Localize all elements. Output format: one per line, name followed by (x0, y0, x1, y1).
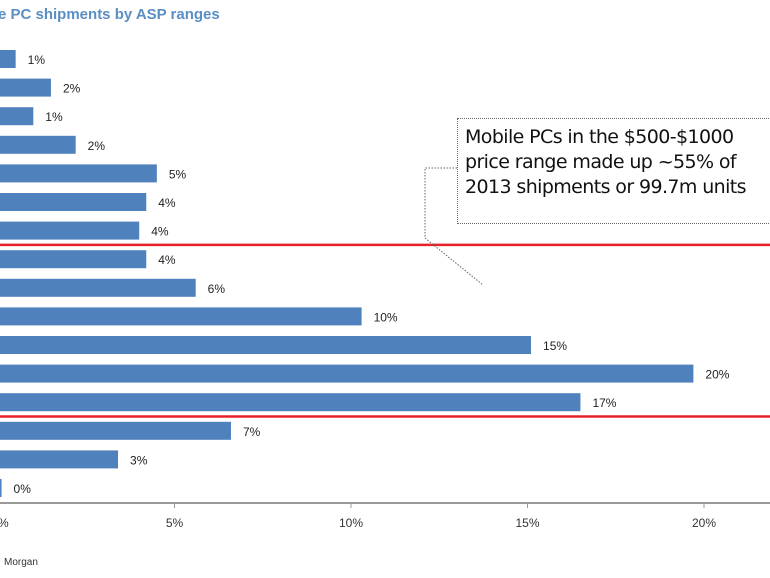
value-label: 17% (592, 396, 616, 410)
x-tick-label: 5% (166, 516, 184, 530)
annotation-line: Mobile PCs in the $500-$1000 (465, 126, 734, 148)
x-tick-label: 15% (515, 516, 539, 530)
bar (0, 193, 147, 211)
value-label: 4% (158, 253, 176, 267)
bar (0, 78, 51, 97)
bar (0, 421, 231, 440)
x-tick-label: 20% (692, 516, 716, 530)
value-label: 3% (130, 453, 148, 467)
chart-title: e PC shipments by ASP ranges (0, 6, 220, 23)
value-label: 20% (705, 368, 729, 382)
value-label: 0% (14, 482, 32, 496)
value-label: 2% (88, 139, 106, 153)
bar (0, 393, 581, 412)
bar (0, 479, 2, 497)
x-tick-label: % (0, 516, 9, 530)
source-note: Morgan (4, 557, 38, 568)
value-label: 1% (45, 110, 63, 124)
value-label: 2% (63, 82, 81, 96)
value-label: 4% (151, 225, 169, 239)
bar (0, 107, 34, 126)
value-label: 1% (28, 53, 46, 67)
bar (0, 364, 694, 383)
bar (0, 336, 532, 354)
annotation-line: 2013 shipments or 99.7m units (465, 176, 747, 198)
value-label: 10% (374, 310, 398, 324)
bar (0, 307, 362, 326)
value-label: 5% (169, 167, 187, 181)
value-label: 6% (208, 282, 226, 296)
annotation-connector (424, 167, 484, 286)
bar (0, 50, 16, 68)
value-label: 15% (543, 339, 567, 353)
bar (0, 250, 147, 269)
bar (0, 221, 140, 240)
annotation-line: price range made up ~55% of (465, 151, 737, 173)
x-tick-label: 10% (339, 516, 363, 530)
bar (0, 164, 157, 183)
bar (0, 450, 119, 469)
bar (0, 135, 76, 154)
bar (0, 278, 196, 297)
annotation-box: Mobile PCs in the $500-$1000 price range… (457, 118, 770, 224)
value-label: 4% (158, 196, 176, 210)
value-label: 7% (243, 425, 261, 439)
